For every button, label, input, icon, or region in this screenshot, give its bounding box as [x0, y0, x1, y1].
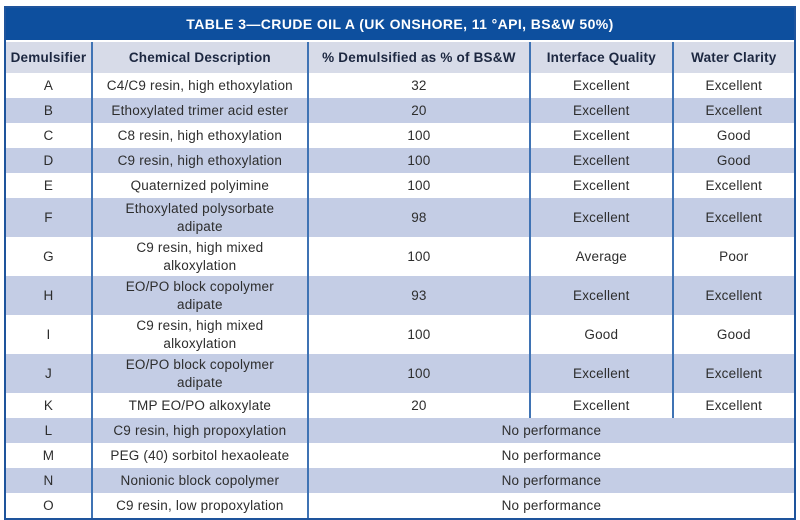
chemical-description-cell: C9 resin, high mixed alkoxylation	[91, 237, 309, 277]
water-clarity-cell: Excellent	[705, 288, 763, 304]
demulsified-cell: 20	[307, 98, 532, 123]
chemical-description-cell: C9 resin, low propoxylation	[91, 493, 309, 519]
table-title: TABLE 3—CRUDE OIL A (UK ONSHORE, 11 °API…	[6, 8, 794, 42]
demulsifier-cell: F	[6, 198, 93, 238]
water-clarity-cell: Excellent	[705, 210, 763, 226]
demulsified-cell: 98	[307, 198, 532, 238]
interface-quality-cell: Average	[530, 237, 674, 277]
interface-quality-cell: Excellent	[530, 173, 674, 198]
demulsified-cell: 100	[307, 315, 532, 355]
no-performance-cell: No performance	[501, 448, 602, 464]
chemical-description-cell: EO/PO block copolymer adipate	[91, 276, 309, 316]
demulsifier-results-table: Demulsifier Chemical Description % Demul…	[6, 42, 794, 519]
demulsifier-cell: B	[6, 98, 93, 123]
demulsifier-cell: C	[6, 123, 93, 148]
demulsified-cell: 100	[307, 148, 532, 173]
water-clarity-cell: Poor	[719, 249, 749, 265]
col-header-demulsifier: Demulsifier	[6, 42, 93, 73]
col-header-percent-demulsified: % Demulsified as % of BS&W	[307, 42, 532, 73]
water-clarity-cell: Excellent	[705, 78, 763, 93]
demulsified-cell: 20	[307, 393, 532, 419]
water-clarity-cell: Excellent	[705, 103, 763, 118]
table-row: J EO/PO block copolymer adipate 100 Exce…	[6, 354, 794, 394]
demulsified-cell: 93	[307, 276, 532, 316]
chemical-description-cell: Quaternized polyimine	[91, 173, 309, 198]
table-row: A C4/C9 resin, high ethoxylation 32 Exce…	[6, 73, 794, 98]
interface-quality-cell: Excellent	[530, 276, 674, 316]
demulsifier-cell: N	[6, 468, 93, 494]
demulsifier-cell: O	[6, 493, 93, 519]
demulsifier-cell: H	[6, 276, 93, 316]
table-row: G C9 resin, high mixed alkoxylation 100 …	[6, 237, 794, 277]
demulsified-cell: 32	[307, 73, 532, 98]
table-row: E Quaternized polyimine 100 Excellent Ex…	[6, 173, 794, 198]
table-crude-oil-a: TABLE 3—CRUDE OIL A (UK ONSHORE, 11 °API…	[4, 6, 796, 520]
demulsifier-cell: M	[6, 443, 93, 469]
demulsifier-cell: G	[6, 237, 93, 277]
chemical-description-cell: PEG (40) sorbitol hexaoleate	[91, 443, 309, 469]
table-row: O C9 resin, low propoxylation No perform…	[6, 493, 794, 519]
chemical-description-cell: Ethoxylated polysorbate adipate	[91, 198, 309, 238]
demulsifier-cell: I	[6, 315, 93, 355]
chemical-description-cell: C4/C9 resin, high ethoxylation	[91, 73, 309, 98]
demulsifier-cell: D	[6, 148, 93, 173]
demulsifier-cell: K	[6, 393, 93, 419]
chemical-description-cell: C9 resin, high ethoxylation	[91, 148, 309, 173]
table-row: M PEG (40) sorbitol hexaoleate No perfor…	[6, 443, 794, 469]
no-performance-cell: No performance	[501, 473, 602, 489]
demulsified-cell: 100	[307, 354, 532, 394]
water-clarity-cell: Good	[716, 128, 751, 143]
table-row: L C9 resin, high propoxylation No perfor…	[6, 418, 794, 444]
demulsifier-cell: L	[6, 418, 93, 444]
table-row: N Nonionic block copolymer No performanc…	[6, 468, 794, 494]
header-row: Demulsifier Chemical Description % Demul…	[6, 42, 794, 73]
col-header-interface-quality: Interface Quality	[530, 42, 674, 73]
water-clarity-cell: Good	[716, 327, 751, 343]
interface-quality-cell: Good	[530, 315, 674, 355]
chemical-description-cell: C8 resin, high ethoxylation	[91, 123, 309, 148]
interface-quality-cell: Excellent	[530, 123, 674, 148]
chemical-description-cell: Ethoxylated trimer acid ester	[91, 98, 309, 123]
demulsifier-cell: E	[6, 173, 93, 198]
interface-quality-cell: Excellent	[530, 98, 674, 123]
col-header-chemical-description: Chemical Description	[91, 42, 309, 73]
table-row: D C9 resin, high ethoxylation 100 Excell…	[6, 148, 794, 173]
demulsifier-cell: A	[6, 73, 93, 98]
interface-quality-cell: Excellent	[530, 148, 674, 173]
table-row: H EO/PO block copolymer adipate 93 Excel…	[6, 276, 794, 316]
water-clarity-cell: Excellent	[705, 178, 763, 193]
table-row: B Ethoxylated trimer acid ester 20 Excel…	[6, 98, 794, 123]
water-clarity-cell: Good	[716, 153, 751, 168]
table-row: C C8 resin, high ethoxylation 100 Excell…	[6, 123, 794, 148]
demulsified-cell: 100	[307, 237, 532, 277]
water-clarity-cell: Excellent	[705, 366, 763, 382]
no-performance-cell: No performance	[501, 498, 602, 514]
no-performance-cell: No performance	[501, 423, 602, 439]
demulsified-cell: 100	[307, 123, 532, 148]
interface-quality-cell: Excellent	[530, 354, 674, 394]
water-clarity-cell: Excellent	[705, 398, 763, 414]
interface-quality-cell: Excellent	[530, 198, 674, 238]
table-row: I C9 resin, high mixed alkoxylation 100 …	[6, 315, 794, 355]
interface-quality-cell: Excellent	[530, 393, 674, 419]
col-header-water-clarity: Water Clarity	[672, 42, 794, 73]
chemical-description-cell: C9 resin, high propoxylation	[91, 418, 309, 444]
demulsified-cell: 100	[307, 173, 532, 198]
table-row: K TMP EO/PO alkoxylate 20 Excellent Exce…	[6, 393, 794, 419]
demulsifier-cell: J	[6, 354, 93, 394]
chemical-description-cell: Nonionic block copolymer	[91, 468, 309, 494]
table-row: F Ethoxylated polysorbate adipate 98 Exc…	[6, 198, 794, 238]
interface-quality-cell: Excellent	[530, 73, 674, 98]
chemical-description-cell: TMP EO/PO alkoxylate	[91, 393, 309, 419]
chemical-description-cell: C9 resin, high mixed alkoxylation	[91, 315, 309, 355]
chemical-description-cell: EO/PO block copolymer adipate	[91, 354, 309, 394]
